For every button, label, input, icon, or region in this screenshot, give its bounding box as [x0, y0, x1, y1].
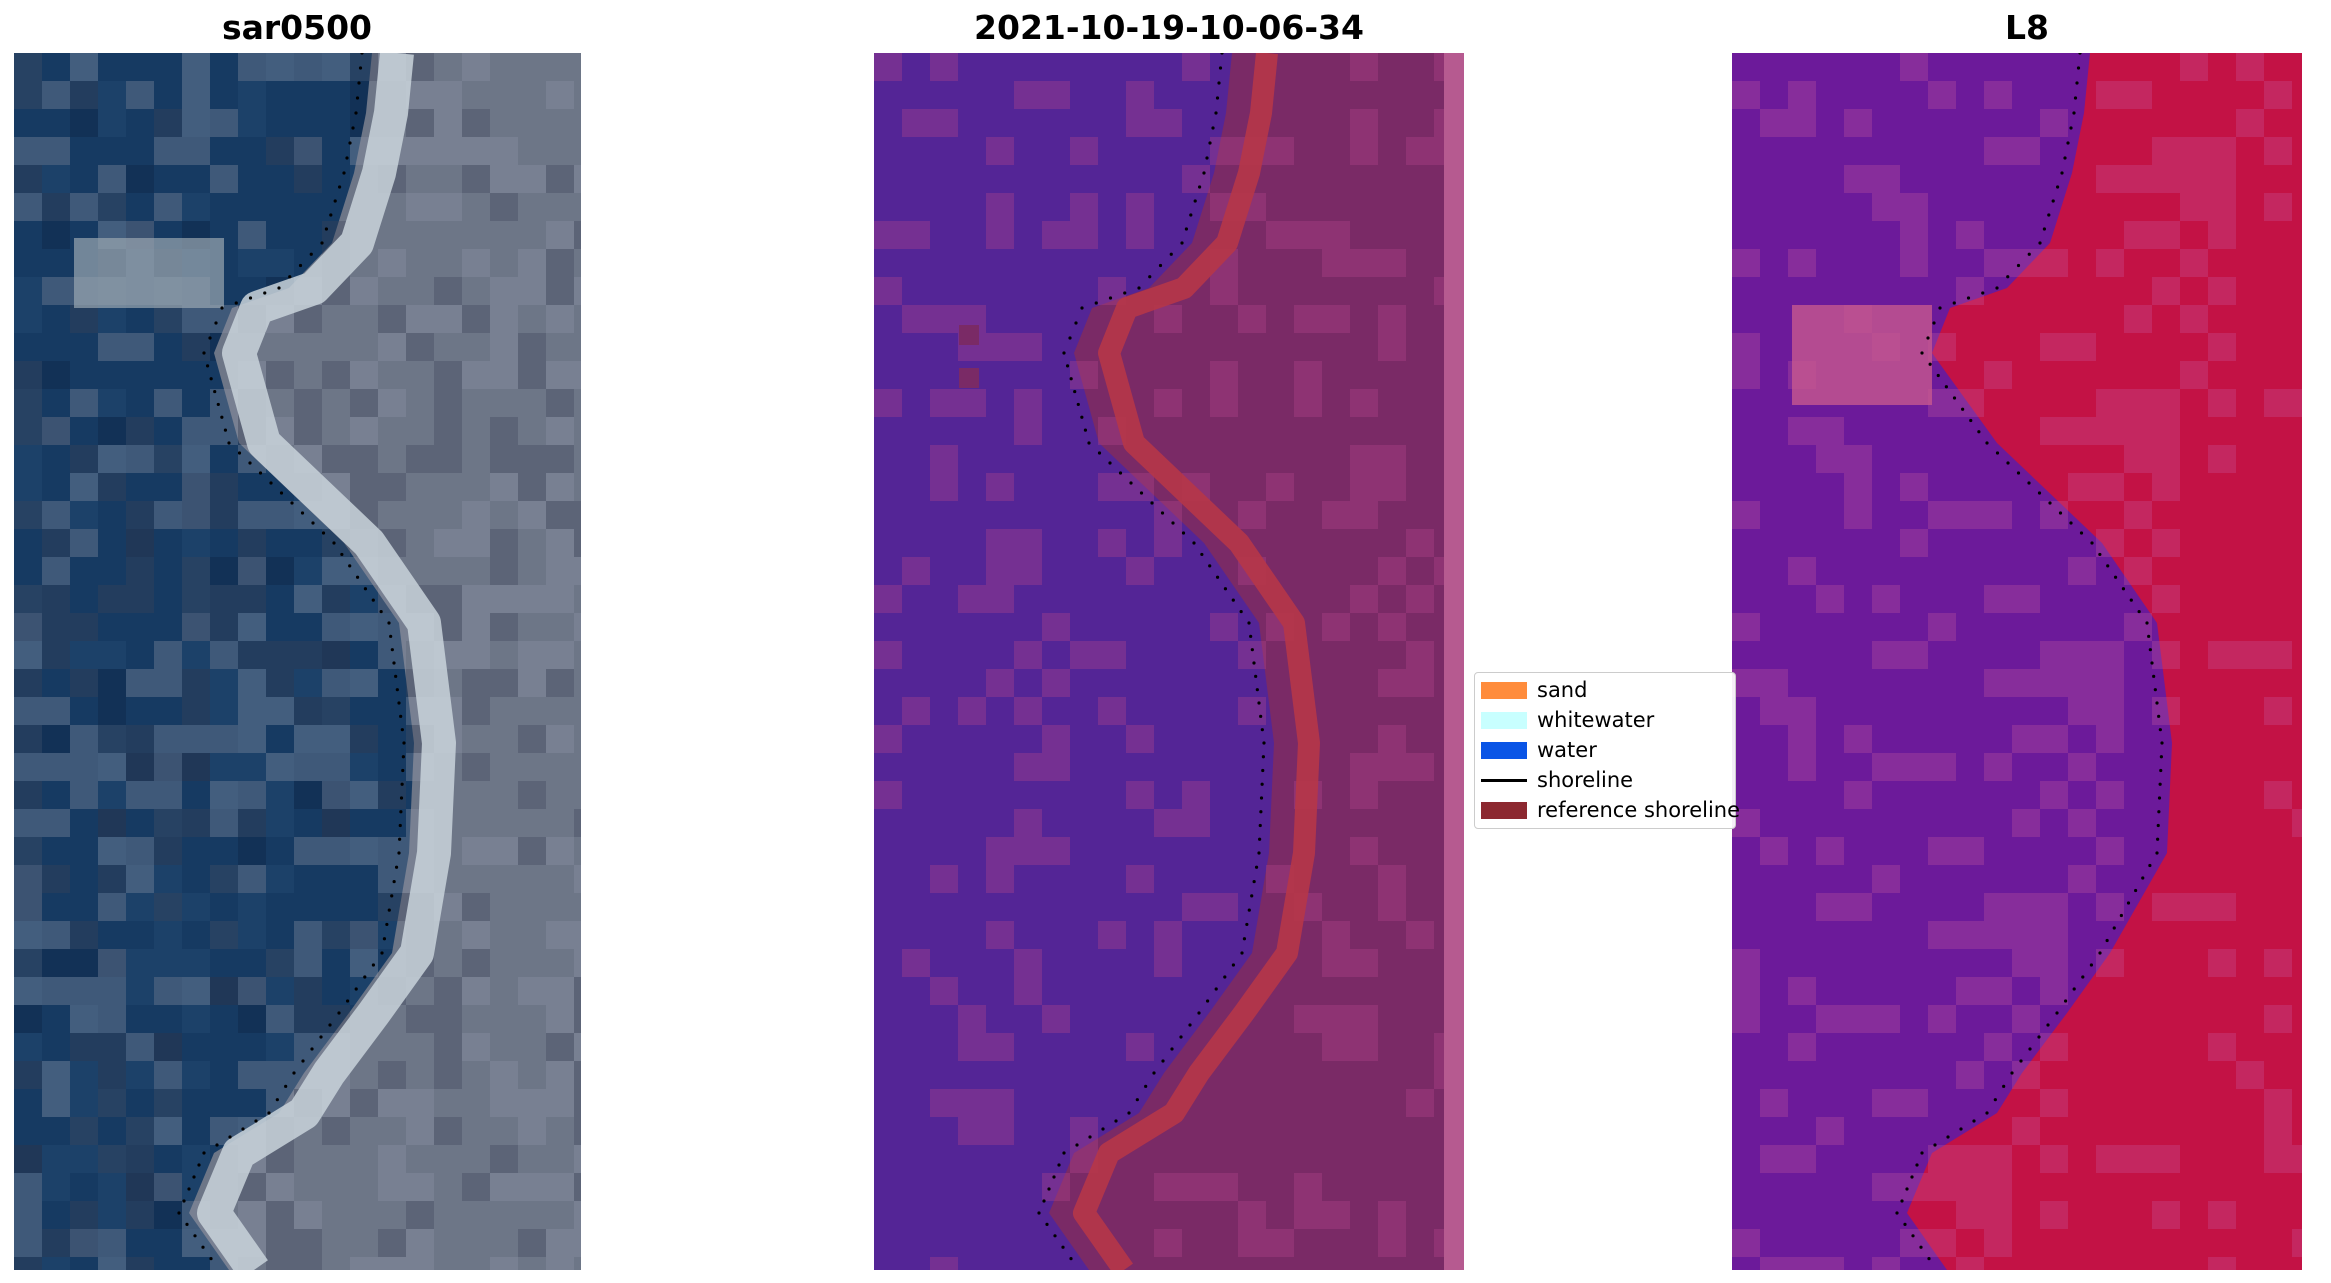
classification-image	[874, 53, 1464, 1270]
legend-label: water	[1537, 738, 1597, 762]
legend-item-water: water	[1475, 735, 1737, 763]
rgb-image-panel	[14, 53, 581, 1270]
legend-label: reference shoreline	[1537, 798, 1741, 822]
legend-swatch-water	[1481, 742, 1527, 759]
legend-item-shoreline: shoreline	[1475, 765, 1737, 793]
panel-title-l8: L8	[2005, 8, 2049, 47]
panel-title-rgb: sar0500	[221, 8, 373, 47]
rgb-image	[14, 53, 581, 1270]
legend-swatch-sand	[1481, 682, 1527, 699]
l8-image	[1732, 53, 2322, 1270]
legend: sand whitewater water shoreline referenc…	[1474, 672, 1741, 829]
legend-label: sand	[1537, 678, 1588, 702]
legend-item-whitewater: whitewater	[1475, 705, 1737, 733]
legend-swatch-whitewater	[1481, 712, 1527, 729]
legend-label: whitewater	[1537, 708, 1655, 732]
legend-line-shoreline	[1481, 779, 1527, 782]
l8-image-panel	[1732, 53, 2322, 1270]
legend-item-reference-shoreline: reference shoreline	[1475, 795, 1741, 823]
legend-swatch-reference-shoreline	[1481, 802, 1527, 819]
legend-item-sand: sand	[1475, 675, 1737, 703]
legend-label: shoreline	[1537, 768, 1634, 792]
panel-title-classification: 2021-10-19-10-06-34	[974, 8, 1364, 47]
classification-image-panel	[874, 53, 1464, 1270]
